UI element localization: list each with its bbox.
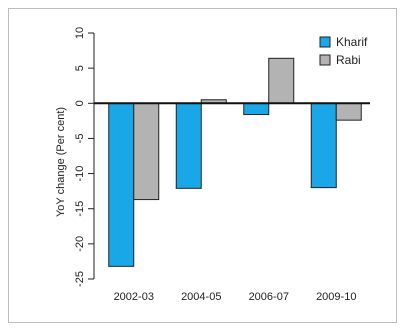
y-tick-label: 0: [74, 100, 86, 106]
outer-border: [8, 8, 397, 323]
y-tick-label: -25: [74, 271, 86, 287]
x-tick-label: 2009-10: [316, 291, 356, 303]
y-tick-label: 10: [74, 27, 86, 39]
bar-kharif: [310, 102, 337, 189]
x-tick-label: 2002-03: [114, 291, 154, 303]
bar-rabi: [268, 57, 295, 104]
bar-rabi: [335, 102, 362, 121]
legend-label-rabi: Rabi: [336, 53, 361, 67]
legend-swatch-kharif: [319, 36, 331, 48]
bar-kharif: [243, 102, 270, 116]
y-tick-label: 5: [74, 65, 86, 71]
x-tick-label: 2006-07: [249, 291, 289, 303]
y-tick-label: -15: [74, 201, 86, 217]
y-tick-label: -20: [74, 236, 86, 252]
y-axis-label: YoY change (Per cent): [55, 107, 67, 217]
bar-kharif: [108, 102, 135, 267]
x-tick-label: 2004-05: [181, 291, 221, 303]
y-tick-label: -5: [74, 134, 86, 144]
bar-rabi: [133, 102, 160, 201]
y-tick-label: -10: [74, 166, 86, 182]
legend-label-kharif: Kharif: [336, 35, 368, 49]
legend-swatch-rabi: [319, 54, 331, 66]
bar-kharif: [175, 102, 202, 189]
